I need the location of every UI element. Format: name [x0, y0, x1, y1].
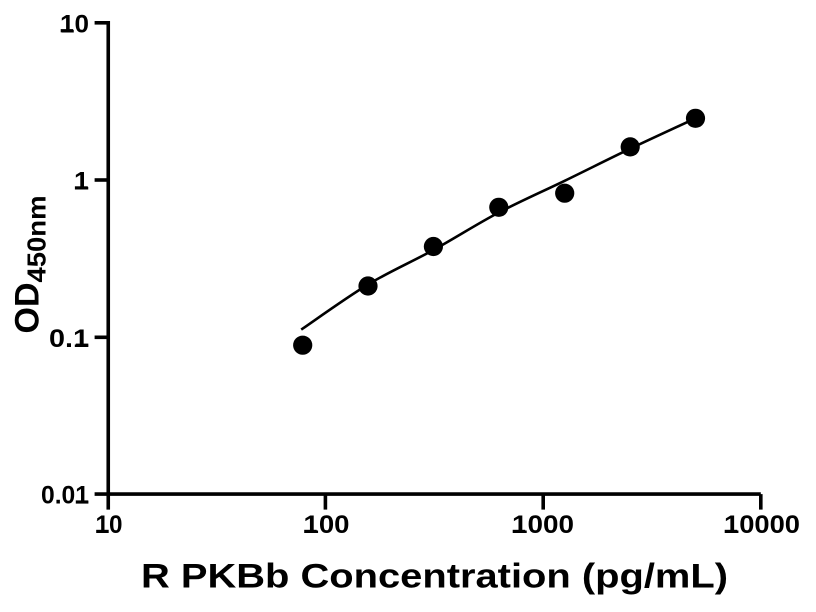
- svg-text:100: 100: [304, 511, 350, 539]
- svg-text:10: 10: [96, 511, 123, 539]
- svg-text:10: 10: [60, 10, 89, 38]
- svg-text:1: 1: [74, 168, 89, 196]
- svg-text:10000: 10000: [724, 511, 800, 539]
- svg-text:0.01: 0.01: [41, 482, 89, 510]
- svg-text:0.1: 0.1: [49, 325, 89, 353]
- svg-text:R PKBb Concentration (pg/mL): R PKBb Concentration (pg/mL): [141, 558, 728, 596]
- svg-text:1000: 1000: [512, 511, 574, 539]
